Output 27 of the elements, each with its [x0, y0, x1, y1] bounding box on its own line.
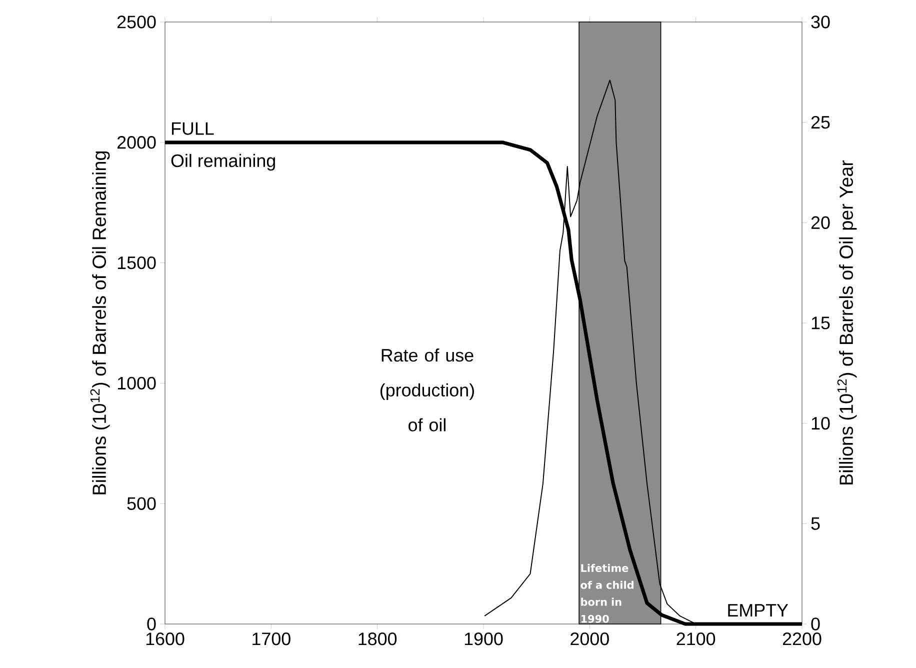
x-tick-label: 1600: [146, 632, 184, 646]
x-tick-label: 1700: [252, 632, 290, 646]
band-label: Lifetime of a child born in 1990: [580, 564, 634, 623]
y-tick-label: 1500: [118, 256, 156, 270]
annotation: FULL: [172, 122, 214, 135]
x-tick-label: 1900: [464, 632, 503, 646]
y2-tick-label: 25: [811, 116, 830, 129]
y2-tick-label: 15: [812, 316, 830, 330]
y-axis-title: Billions (10$^{12}$) of Barrels of Oil Remaining: [90, 151, 110, 494]
x-tick-label: 2000: [570, 632, 609, 646]
y2-tick-label: 20: [811, 216, 830, 230]
y2-tick-label: 0: [811, 618, 820, 630]
y2-tick-label: 5: [811, 517, 820, 530]
x-tick-label: 2200: [782, 632, 822, 646]
y2-axis-title: Billions (10$^{12}$) of Barrels of Oil per Year: [837, 160, 857, 484]
x-tick-label: 2100: [676, 632, 716, 646]
x-tick-label: 1800: [358, 632, 397, 646]
series-label: Oil remaining: [171, 154, 275, 171]
annotation: EMPTY: [728, 604, 788, 616]
y2-tick-label: 30: [811, 16, 830, 28]
text: Rate of use (production) of oil: [380, 348, 474, 432]
y-tick-label: 0: [147, 618, 156, 630]
y2-tick-label: 10: [812, 416, 830, 430]
y-tick-label: 1000: [118, 376, 156, 390]
y-tick-label: 500: [127, 497, 156, 510]
y-tick-label: 2000: [117, 136, 156, 149]
y-tick-label: 2500: [117, 16, 156, 28]
